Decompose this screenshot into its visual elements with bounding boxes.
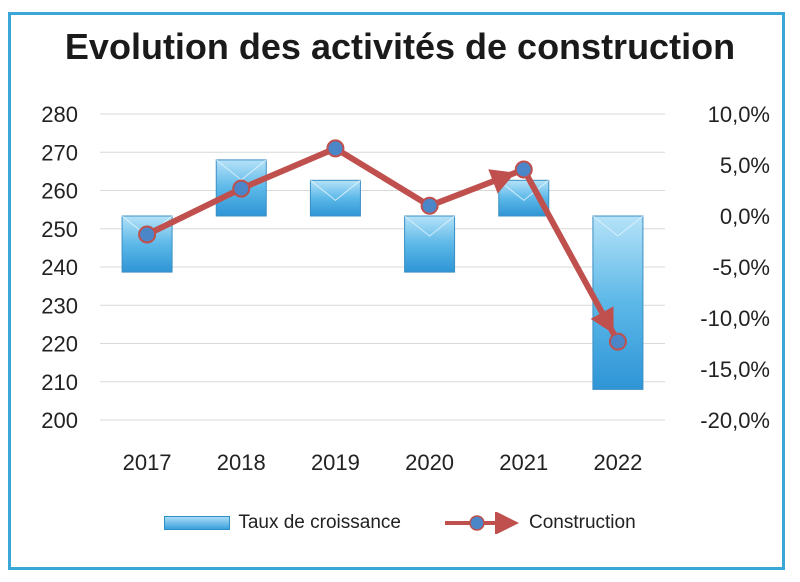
line-series: [138, 139, 627, 351]
right-tick-label: -5,0%: [713, 255, 770, 280]
bar-highlight: [498, 179, 550, 201]
bar-highlight: [592, 215, 644, 237]
chart-frame: [8, 12, 785, 570]
x-tick-label: 2017: [123, 450, 172, 475]
bar-highlight: [310, 179, 361, 201]
arrow-head: [488, 169, 516, 194]
line-point: [608, 332, 627, 351]
chart-title: Evolution des activités de construction: [64, 26, 736, 67]
x-tick-label: 2020: [405, 450, 454, 475]
x-tick-label: 2022: [593, 450, 642, 475]
left-tick-label: 230: [41, 293, 78, 318]
right-axis: -20,0% -15,0% -10,0% -5,0% 0,0% 5,0% 10,0%: [700, 102, 770, 433]
x-tick-label: 2018: [217, 450, 266, 475]
bar-highlight: [404, 215, 455, 237]
bar-series: [121, 159, 644, 390]
legend-item-line: Construction: [441, 512, 636, 534]
line-point: [514, 160, 533, 179]
left-tick-label: 240: [41, 255, 78, 280]
left-tick-label: 220: [41, 332, 78, 357]
x-tick-label: 2021: [499, 450, 548, 475]
left-tick-label: 270: [41, 140, 78, 165]
left-axis: 200 210 220 230 240 250 260 270 280: [41, 102, 78, 433]
bar: [404, 215, 456, 273]
bar: [309, 179, 361, 217]
left-tick-label: 250: [41, 217, 78, 242]
line-point: [138, 225, 157, 244]
legend-bar-swatch: [164, 516, 231, 530]
line-point: [326, 139, 345, 158]
x-tick-label: 2019: [311, 450, 360, 475]
right-tick-label: -10,0%: [700, 306, 770, 331]
left-tick-label: 200: [41, 408, 78, 433]
x-axis: 2017 2018 2019 2020 2021 2022: [123, 450, 643, 475]
right-tick-label: -15,0%: [700, 357, 770, 382]
gridlines: [100, 113, 665, 421]
arrow-head: [590, 306, 614, 334]
right-tick-label: 10,0%: [708, 102, 770, 127]
series-line: [144, 145, 621, 345]
line-point: [420, 196, 439, 215]
legend: Taux de croissance Construction: [0, 512, 800, 534]
bar: [592, 215, 644, 390]
line-point: [232, 179, 251, 198]
legend-item-bar: Taux de croissance: [164, 512, 401, 534]
right-tick-label: 5,0%: [720, 153, 770, 178]
left-tick-label: 210: [41, 370, 78, 395]
left-tick-label: 280: [41, 102, 78, 127]
legend-line-swatch: [444, 512, 519, 534]
legend-label-bar: Taux de croissance: [238, 512, 401, 533]
right-tick-label: 0,0%: [720, 204, 770, 229]
legend-label-line: Construction: [528, 512, 636, 533]
right-tick-label: -20,0%: [700, 408, 770, 433]
left-tick-label: 260: [41, 179, 78, 204]
